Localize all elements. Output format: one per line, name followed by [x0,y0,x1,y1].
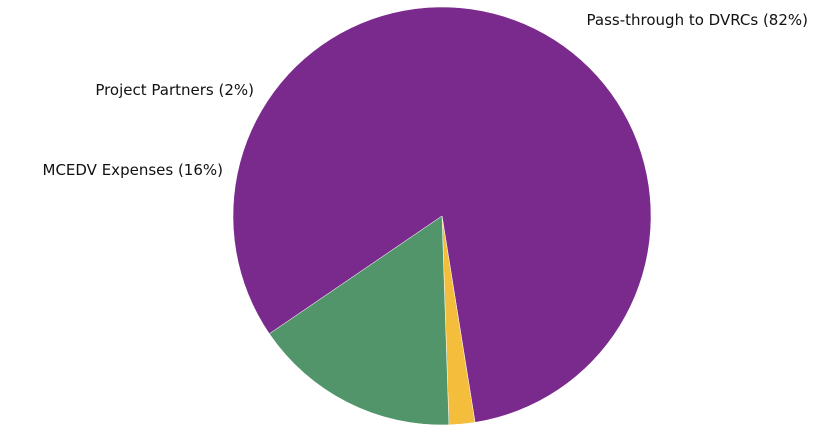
slice-pass-through [232,6,652,423]
slice-mcedv-expenses [269,215,450,426]
slice-label-project-partners: Project Partners (2%) [95,81,254,99]
pie-slices [232,6,652,426]
slice-label-mcedv-expenses: MCEDV Expenses (16%) [43,161,224,179]
slice-label-pass-through: Pass-through to DVRCs (82%) [587,11,808,29]
pie-labels: Pass-through to DVRCs (82%) Project Part… [43,11,809,179]
